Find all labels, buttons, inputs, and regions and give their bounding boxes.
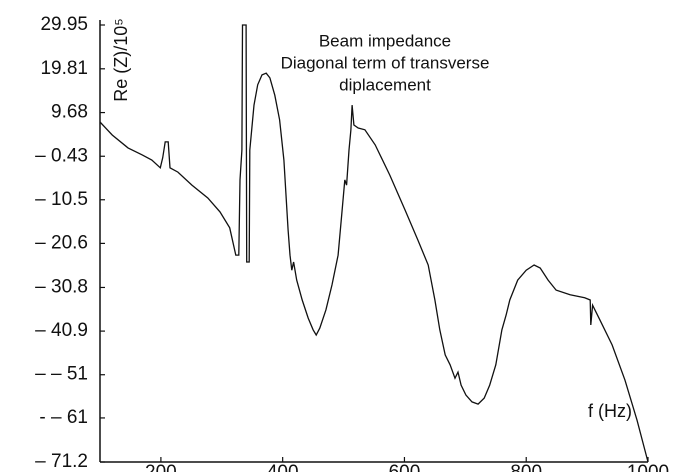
data-line [99,24,649,463]
x-tick-label: 600 [389,462,421,472]
x-tick-label: 200 [145,462,177,472]
y-tick-label: 9.68 [51,102,88,123]
x-tick-label: 1000 [627,462,669,472]
y-tick-label: – 20.6 [35,232,88,253]
y-tick-label: – 40.9 [35,320,88,341]
y-tick-label: – 30.8 [35,276,88,297]
y-tick-label: 29.95 [40,14,88,35]
x-tick-label: 800 [510,462,542,472]
y-tick-label: - – 61 [39,407,88,428]
chart-title: diplacement [339,75,431,94]
x-tick-label: 400 [267,462,299,472]
y-tick-label: – 0.43 [35,145,88,166]
y-axis-label: Re (Z)/10⁵ [111,18,131,101]
y-tick-label: – – 51 [35,364,88,385]
x-axis-label: f (Hz) [588,401,632,421]
chart-title: Diagonal term of transverse [281,53,490,72]
chart-title: Beam impedance [319,31,451,50]
y-tick-label: – 71.2 [35,451,88,472]
y-tick-label: – 10.5 [35,189,88,210]
y-tick-label: 19.81 [40,58,88,79]
